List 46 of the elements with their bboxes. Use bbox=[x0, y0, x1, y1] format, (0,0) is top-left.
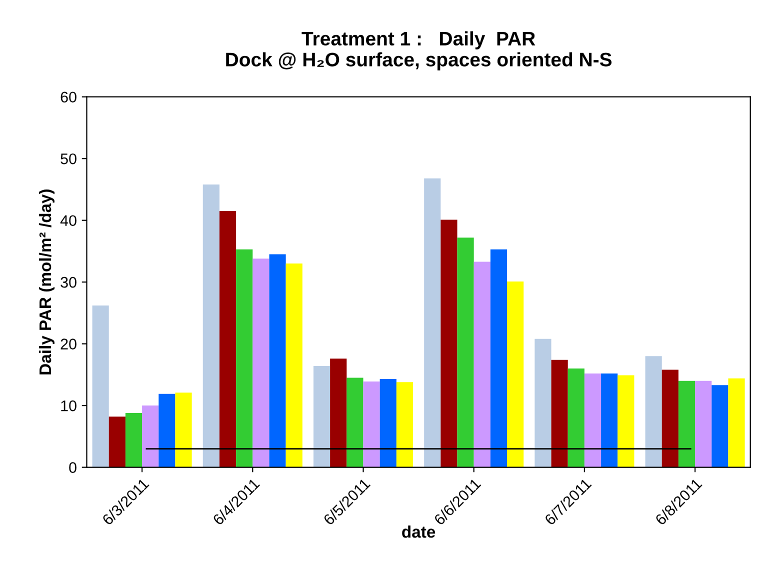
bar bbox=[474, 262, 490, 468]
bar bbox=[236, 249, 253, 468]
bar bbox=[92, 306, 109, 468]
y-axis-title: Daily PAR (mol/m² /day) bbox=[38, 190, 54, 374]
bar bbox=[440, 220, 458, 468]
bar bbox=[712, 385, 728, 468]
bar bbox=[330, 358, 347, 468]
bar bbox=[108, 416, 126, 468]
bar bbox=[286, 264, 302, 468]
bar bbox=[534, 338, 552, 468]
bar bbox=[490, 249, 508, 468]
bar bbox=[142, 406, 159, 468]
y-tick-label: 60 bbox=[60, 92, 76, 103]
bar bbox=[584, 373, 602, 468]
bar bbox=[568, 368, 584, 468]
bar bbox=[396, 382, 414, 468]
chart-title: Treatment 1 : Daily PAR Dock @ H₂O surface, spaces oriented N-S bbox=[226, 31, 612, 70]
bar bbox=[662, 370, 678, 468]
bar bbox=[175, 392, 192, 468]
bar bbox=[252, 258, 270, 468]
bar bbox=[678, 380, 696, 468]
y-tick-label: 40 bbox=[60, 215, 76, 226]
bar bbox=[507, 281, 524, 468]
bar bbox=[728, 378, 745, 468]
bar bbox=[618, 375, 634, 468]
y-tick-label: 10 bbox=[61, 400, 76, 412]
x-axis-title: date bbox=[402, 526, 436, 538]
bar bbox=[551, 360, 568, 468]
bar bbox=[424, 178, 441, 468]
y-tick-label: 0 bbox=[69, 462, 76, 473]
bar bbox=[457, 238, 474, 468]
y-tick-label: 20 bbox=[60, 338, 76, 350]
bar bbox=[601, 373, 618, 468]
y-tick-label: 30 bbox=[60, 276, 76, 288]
bar bbox=[313, 366, 330, 468]
y-tick-label: 50 bbox=[60, 153, 76, 164]
bar bbox=[695, 380, 712, 468]
bar bbox=[219, 211, 236, 468]
bar bbox=[269, 254, 286, 468]
bar bbox=[380, 379, 396, 468]
bar bbox=[346, 378, 364, 468]
bar bbox=[202, 184, 220, 468]
bar bbox=[363, 381, 380, 468]
bar bbox=[125, 412, 142, 468]
bar bbox=[158, 394, 176, 468]
bar bbox=[645, 356, 662, 468]
